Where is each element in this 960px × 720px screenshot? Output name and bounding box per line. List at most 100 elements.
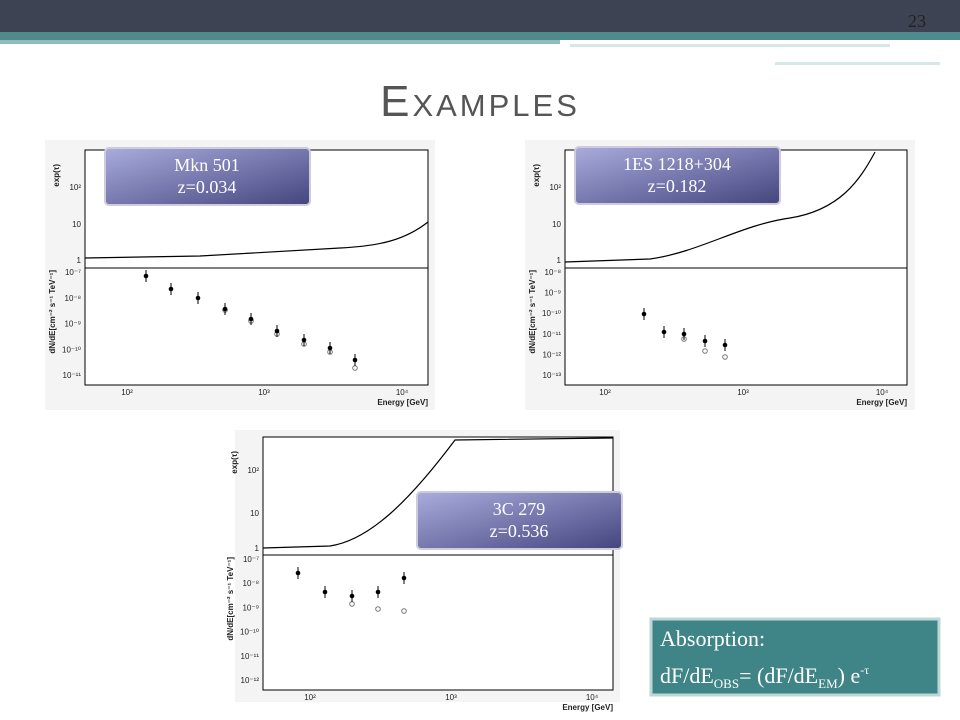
slide-title: Examples (380, 77, 580, 126)
callout (416, 491, 623, 550)
y-axis-label: exp(τ) (532, 164, 541, 187)
curve (84, 221, 429, 259)
absorption-heading: Absorption: (660, 626, 765, 651)
y-axis-label: exp(τ) (230, 451, 239, 474)
open-point (375, 606, 381, 612)
tick-label: 10⁻¹¹ (63, 371, 82, 380)
x-axis-label: Energy [GeV] (562, 703, 613, 712)
tick-label: 10⁻⁷ (65, 268, 81, 277)
callout-text: Mkn 501 (174, 155, 240, 175)
point (722, 342, 728, 348)
formula-part: = (dF/dE (739, 663, 818, 688)
accent-band (0, 32, 960, 40)
top-bar (0, 0, 960, 32)
callout-text: z=0.034 (178, 177, 237, 197)
tick-label: 10² (304, 693, 316, 702)
tick-label: 10⁻⁷ (243, 555, 259, 564)
formula-sup: -τ (860, 663, 869, 677)
tick-label: 10⁻⁸ (243, 579, 260, 588)
point (702, 338, 708, 344)
point (322, 589, 328, 595)
tick-label: 10⁴ (396, 388, 409, 397)
tick-label: 10⁻¹¹ (543, 330, 562, 339)
point (143, 273, 149, 279)
x-axis-label: Energy [GeV] (377, 398, 428, 407)
point (681, 331, 687, 337)
x-axis-label: Energy [GeV] (856, 398, 907, 407)
point (641, 311, 647, 317)
tick-label: 10³ (737, 388, 749, 397)
point (352, 357, 358, 363)
point (327, 345, 333, 351)
tick-label: 10² (599, 388, 611, 397)
point (661, 329, 667, 335)
tick-label: 10⁻⁹ (242, 603, 259, 612)
callout (104, 147, 311, 206)
page-number: 23 (908, 11, 926, 31)
tick-label: 10⁻¹² (543, 350, 562, 359)
y-axis-label: dN/dE[cm⁻² s⁻¹ TeV⁻¹] (528, 270, 537, 354)
absorption-formula: dF/dEOBS= (dF/dEEM) e-τ (660, 663, 869, 691)
point (248, 316, 254, 322)
callout-text: z=0.182 (648, 176, 707, 196)
formula-part: dF/dE (660, 663, 714, 688)
tick-label: 10⁻⁹ (64, 320, 81, 329)
open-point (722, 354, 728, 360)
point (195, 295, 201, 301)
tick-label: 10² (69, 183, 81, 192)
tick-label: 10 (250, 509, 259, 518)
open-point (702, 348, 708, 354)
callout (574, 146, 781, 205)
accent-line (570, 44, 890, 47)
tick-label: 10³ (258, 388, 270, 397)
tick-label: 10³ (445, 693, 457, 702)
point (375, 589, 381, 595)
absorption-box (649, 617, 941, 697)
tick-label: 10² (549, 183, 561, 192)
tick-label: 10² (121, 388, 133, 397)
tick-label: 10⁻¹¹ (241, 652, 260, 661)
tick-label: 10⁴ (586, 693, 599, 702)
formula-sub: OBS (714, 676, 739, 691)
tick-label: 1 (255, 544, 260, 553)
curve (564, 151, 876, 263)
tick-label: 10⁻¹⁰ (542, 309, 561, 318)
tick-label: 1 (557, 256, 562, 265)
y-axis-label: dN/dE[cm⁻² s⁻¹ TeV⁻¹] (226, 557, 235, 641)
tick-label: 10⁻⁸ (545, 268, 562, 277)
formula-part: ) e (838, 663, 861, 688)
tick-label: 10 (72, 220, 81, 229)
point (295, 570, 301, 576)
accent-line (0, 40, 560, 44)
point (168, 286, 174, 292)
tick-label: 10⁻¹² (241, 676, 260, 685)
formula-sub: EM (818, 676, 838, 691)
point (349, 593, 355, 599)
tick-label: 10 (552, 220, 561, 229)
y-axis-label: dN/dE[cm⁻² s⁻¹ TeV⁻¹] (48, 270, 57, 354)
tick-label: 10⁻¹⁰ (62, 345, 81, 354)
callout-text: 1ES 1218+304 (623, 154, 731, 174)
open-point (349, 601, 355, 607)
tick-label: 10² (247, 466, 259, 475)
point (274, 328, 280, 334)
point (301, 337, 307, 343)
point (222, 306, 228, 312)
curve (262, 437, 614, 549)
tick-label: 10⁻⁹ (544, 289, 561, 298)
point (401, 575, 407, 581)
tick-label: 10⁻¹⁰ (240, 628, 259, 637)
tick-label: 10⁴ (876, 388, 889, 397)
open-point (401, 608, 407, 614)
plot-frame (262, 436, 614, 691)
accent-line (775, 62, 940, 65)
tick-label: 10⁻⁸ (65, 294, 82, 303)
callout-text: z=0.536 (490, 521, 549, 541)
tick-label: 1 (77, 256, 82, 265)
tick-label: 10⁻¹³ (543, 371, 562, 380)
y-axis-label: exp(τ) (52, 164, 61, 187)
open-point (352, 365, 358, 371)
callout-text: 3C 279 (493, 499, 546, 519)
